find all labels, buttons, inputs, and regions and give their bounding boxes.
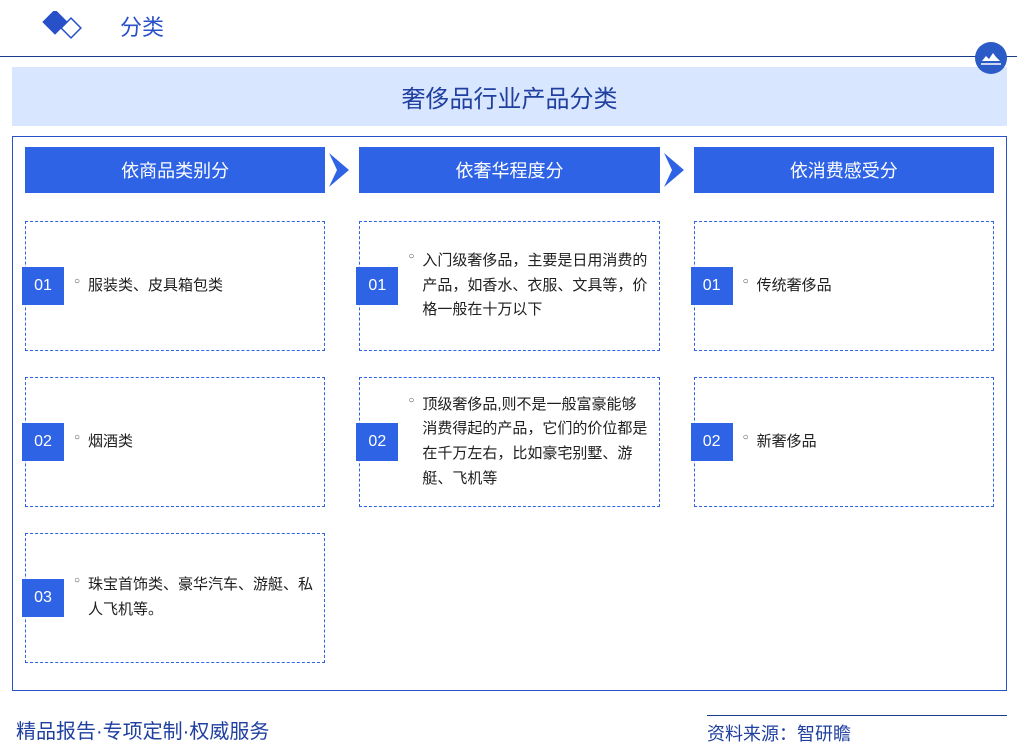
header-divider [0, 56, 1017, 57]
item-text: 服装类、皮具箱包类 [74, 274, 223, 299]
item-number: 02 [691, 423, 733, 461]
column-spacer [660, 221, 694, 663]
item-box: 02 烟酒类 [25, 377, 325, 507]
page-footer: 精品报告·专项定制·权威服务 资料来源：智研瞻 [0, 715, 1017, 746]
col-header-1: 依商品类别分 [25, 147, 325, 193]
col-header-3: 依消费感受分 [694, 147, 994, 193]
item-box: 01 服装类、皮具箱包类 [25, 221, 325, 351]
item-text: 烟酒类 [74, 430, 133, 455]
item-text: 顶级奢侈品,则不是一般富豪能够消费得起的产品，它们的价位都是在千万左右，比如豪宅… [408, 393, 648, 492]
column-spacer [325, 221, 359, 663]
col-header-2: 依奢华程度分 [359, 147, 659, 193]
item-text: 新奢侈品 [743, 430, 817, 455]
item-number: 01 [691, 267, 733, 305]
column-1: 01 服装类、皮具箱包类 02 烟酒类 03 珠宝首饰类、豪华汽车、游艇、私人飞… [25, 221, 325, 663]
footer-source: 资料来源：智研瞻 [707, 715, 1007, 746]
columns-body: 01 服装类、皮具箱包类 02 烟酒类 03 珠宝首饰类、豪华汽车、游艇、私人飞… [25, 221, 994, 663]
item-text: 传统奢侈品 [743, 274, 832, 299]
page-header: 分类 [0, 0, 1017, 50]
item-box: 01 传统奢侈品 [694, 221, 994, 351]
item-number: 01 [356, 267, 398, 305]
chevron-icon [660, 147, 694, 193]
item-number: 01 [22, 267, 64, 305]
column-headers-row: 依商品类别分 依奢华程度分 依消费感受分 [25, 147, 994, 193]
item-box: 02 顶级奢侈品,则不是一般富豪能够消费得起的产品，它们的价位都是在千万左右，比… [359, 377, 659, 507]
item-text: 珠宝首饰类、豪华汽车、游艇、私人飞机等。 [74, 573, 314, 623]
header-title: 分类 [120, 10, 164, 42]
item-box: 01 入门级奢侈品，主要是日用消费的产品，如香水、衣服、文具等，价格一般在十万以… [359, 221, 659, 351]
classification-box: 依商品类别分 依奢华程度分 依消费感受分 01 服装类、皮具箱包类 02 烟酒类… [12, 136, 1007, 691]
column-2: 01 入门级奢侈品，主要是日用消费的产品，如香水、衣服、文具等，价格一般在十万以… [359, 221, 659, 663]
item-number: 03 [22, 579, 64, 617]
banner-title: 奢侈品行业产品分类 [12, 67, 1007, 126]
footer-tagline: 精品报告·专项定制·权威服务 [16, 715, 269, 746]
item-box: 02 新奢侈品 [694, 377, 994, 507]
item-number: 02 [22, 423, 64, 461]
item-box: 03 珠宝首饰类、豪华汽车、游艇、私人飞机等。 [25, 533, 325, 663]
chevron-icon [325, 147, 359, 193]
diamond-icon [40, 11, 90, 41]
column-3: 01 传统奢侈品 02 新奢侈品 [694, 221, 994, 663]
item-number: 02 [356, 423, 398, 461]
brand-logo-icon [975, 42, 1007, 74]
item-text: 入门级奢侈品，主要是日用消费的产品，如香水、衣服、文具等，价格一般在十万以下 [408, 249, 648, 323]
